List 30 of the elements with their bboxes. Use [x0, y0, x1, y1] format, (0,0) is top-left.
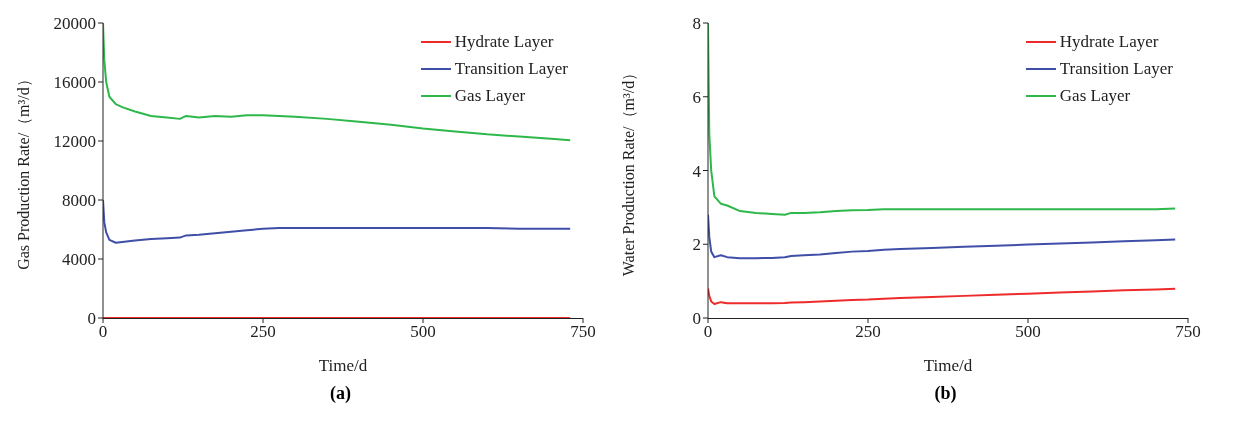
y-tick-label: 4 — [692, 161, 702, 181]
x-axis-title: Time/d — [318, 356, 368, 375]
legend-label: Hydrate Layer — [454, 31, 554, 53]
x-tick-label: 250 — [855, 322, 881, 342]
y-tick-label: 20000 — [53, 14, 96, 34]
y-tick-label: 8 — [692, 14, 701, 34]
x-tick-label: 250 — [250, 322, 276, 342]
text: (b) — [933, 383, 958, 404]
y-axis-title: Gas Production Rate/（m³/d） — [14, 71, 32, 270]
x-tick-label: 500 — [1015, 322, 1041, 342]
line-series — [708, 287, 1177, 305]
x-tick-label: 750 — [570, 322, 596, 342]
y-tick-label: 4000 — [62, 250, 96, 270]
x-axis-title: Time/d — [923, 356, 973, 375]
y-tick-label: 0 — [87, 309, 96, 329]
legend-label: Transition Layer — [1059, 58, 1173, 80]
legend-label: Hydrate Layer — [1059, 31, 1159, 53]
y-tick-label: 16000 — [53, 73, 96, 93]
y-tick-label: 12000 — [53, 132, 96, 152]
text: (a) — [329, 383, 352, 404]
legend-label: Transition Layer — [454, 58, 568, 80]
legend-label: Gas Layer — [1059, 85, 1131, 107]
legend-label: Gas Layer — [454, 85, 526, 107]
y-tick-label: 8000 — [62, 191, 96, 211]
x-tick-label: 500 — [410, 322, 436, 342]
y-tick-label: 0 — [692, 309, 701, 329]
x-tick-label: 750 — [1175, 322, 1201, 342]
y-tick-label: 2 — [692, 235, 701, 255]
y-axis-title: Water Production Rate/（m³/d） — [619, 64, 637, 277]
y-tick-label: 6 — [692, 87, 701, 107]
